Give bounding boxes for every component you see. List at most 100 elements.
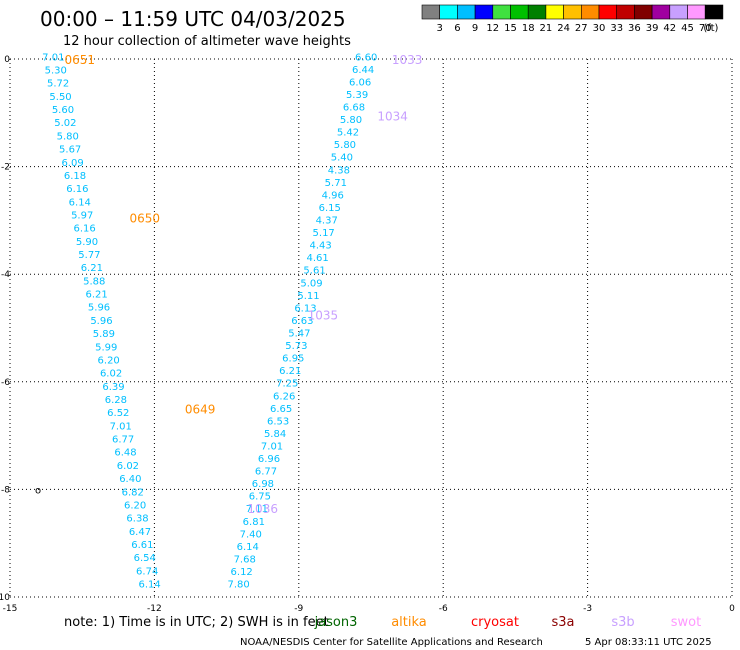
pass-time-label: 1034 (377, 109, 408, 123)
y-tick-label: -6 (1, 378, 10, 388)
note-text: note: 1) Time is in UTC; 2) SWH is in fe… (64, 615, 329, 630)
x-tick-label: -12 (147, 604, 162, 614)
wave-height-label: 6.06 (349, 77, 371, 88)
colorbar-swatch (669, 4, 688, 20)
colorbar-label: 12 (486, 23, 499, 34)
legend-item-s3b: s3b (611, 615, 634, 630)
pass-time-label: 0650 (129, 212, 160, 226)
y-tick-label: -10 (0, 593, 10, 603)
wave-height-label: 5.96 (90, 316, 112, 327)
y-tick-label: 0 (4, 55, 10, 65)
legend-item-jason3: jason3 (314, 615, 358, 630)
wave-height-label: 6.48 (114, 448, 136, 459)
wave-height-label: 5.97 (71, 210, 93, 221)
pass-time-label: 1036 (247, 502, 278, 516)
wave-height-label: 5.90 (76, 237, 98, 248)
legend-item-s3a: s3a (551, 615, 574, 630)
wave-height-label: 6.77 (255, 467, 277, 478)
wave-height-label: 6.40 (119, 474, 141, 485)
wave-height-label: 5.80 (57, 131, 79, 142)
wave-height-label: 5.80 (340, 115, 362, 126)
colorbar-swatch (421, 4, 441, 20)
wave-height-label: 6.81 (243, 517, 265, 528)
wave-height-label: 7.80 (228, 580, 250, 591)
wave-height-label: 7.01 (261, 441, 283, 452)
wave-height-label: 6.21 (279, 366, 301, 377)
colorbar-label: 27 (575, 23, 588, 34)
wave-height-label: 5.67 (59, 145, 81, 156)
colorbar: 3 6 9 12 15 18 21 24 27 30 33 36 39 42 45 70(ft) (421, 4, 724, 34)
wave-height-label: 6.14 (138, 580, 160, 591)
colorbar-label: 24 (557, 23, 570, 34)
wave-height-label: 6.63 (291, 316, 313, 327)
wave-height-label: 5.11 (297, 291, 319, 302)
colorbar-swatch (474, 4, 494, 20)
wave-height-label: 5.89 (93, 329, 115, 340)
satellite-legend: jason3 altika cryosat s3a s3b swot (314, 615, 702, 630)
colorbar-label: 15 (504, 23, 517, 34)
wave-height-label: 7.01 (110, 421, 132, 432)
colorbar-label: 33 (610, 23, 623, 34)
colorbar-swatch (510, 4, 529, 20)
wave-height-label: 5.96 (88, 303, 110, 314)
wave-height-label: 6.77 (112, 435, 134, 446)
wave-height-label: 5.17 (313, 228, 335, 239)
x-tick-label: -15 (3, 604, 18, 614)
plot-area: -15 -12 -9 -6 -3 0 0 -2 -4 -6 -8 -10 o 7.01 5.30 5.72 5.… (0, 52, 735, 614)
wave-height-label: 6.38 (126, 514, 148, 525)
wave-height-label: 6.02 (100, 369, 122, 380)
pass-time-label: 1033 (392, 53, 423, 67)
wave-height-label: 7.25 (276, 379, 298, 390)
wave-height-label: 6.02 (117, 461, 139, 472)
wave-height-label: 6.98 (252, 479, 274, 490)
legend-item-swot: swot (671, 615, 701, 630)
wave-height-label: 7.40 (240, 529, 262, 540)
wave-height-label: 6.47 (129, 527, 151, 538)
wave-height-label: 6.52 (107, 408, 129, 419)
wave-height-label: 5.60 (52, 105, 74, 116)
wave-height-label: 6.96 (258, 454, 280, 465)
wave-height-label: 6.65 (270, 404, 292, 415)
wave-height-label: 6.09 (61, 158, 83, 169)
pass-time-label: 0651 (65, 53, 96, 67)
colorbar-label: 70 (699, 23, 712, 34)
wave-height-label: 4.61 (306, 253, 328, 264)
colorbar-unit: (ft) (703, 23, 718, 34)
colorbar-swatch (563, 4, 582, 20)
wave-height-label: 6.15 (319, 203, 341, 214)
y-tick-label: -4 (1, 270, 10, 280)
wave-height-label: 6.21 (81, 263, 103, 274)
colorbar-label: 45 (681, 23, 694, 34)
wave-height-label: 6.68 (343, 103, 365, 114)
wave-height-label: 6.16 (73, 224, 95, 235)
wave-height-label: 5.42 (337, 128, 359, 139)
wave-height-label: 5.84 (264, 429, 286, 440)
pass-time-label: 0649 (185, 403, 216, 417)
generated-timestamp: 5 Apr 08:33:11 UTC 2025 (585, 637, 712, 648)
wave-height-label: 5.50 (49, 92, 71, 103)
y-tick-label: -2 (1, 163, 10, 173)
wave-height-label: 4.37 (316, 216, 338, 227)
colorbar-label: 6 (454, 23, 460, 34)
wave-height-label: 5.09 (300, 278, 322, 289)
wave-height-label: 6.54 (134, 553, 156, 564)
wave-height-label: 6.20 (124, 500, 146, 511)
coast-marker: o (35, 485, 41, 496)
wave-height-label: 5.39 (346, 90, 368, 101)
pass-time-label: 1035 (308, 309, 339, 323)
colorbar-swatch (527, 4, 547, 20)
legend-item-altika: altika (391, 615, 427, 630)
colorbar-label: 9 (472, 23, 478, 34)
wave-height-label: 6.13 (294, 303, 316, 314)
colorbar-swatch (651, 4, 671, 20)
x-tick-label: -9 (294, 604, 303, 614)
wave-height-label: 6.14 (237, 542, 259, 553)
colorbar-swatch (492, 4, 511, 20)
colorbar-swatch (704, 4, 724, 20)
wave-height-label: 5.99 (95, 342, 117, 353)
wave-height-label: 4.43 (309, 241, 331, 252)
wave-height-label: 6.12 (231, 567, 253, 578)
wave-height-label: 6.39 (102, 382, 124, 393)
colorbar-label: 36 (628, 23, 641, 34)
wave-height-label: 5.71 (325, 178, 347, 189)
